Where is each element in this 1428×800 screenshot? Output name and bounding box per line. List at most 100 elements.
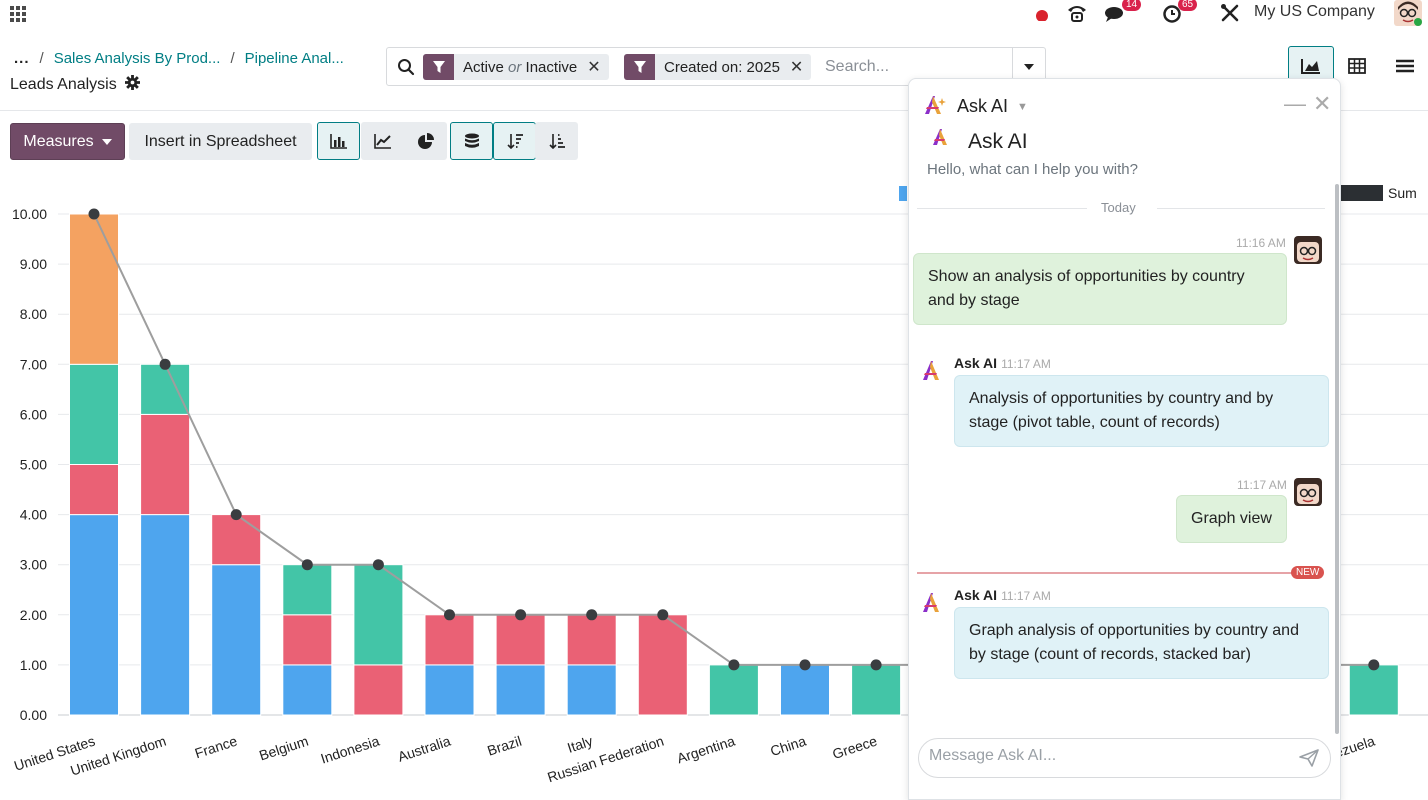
gear-icon[interactable] — [124, 75, 140, 95]
area-chart-icon — [1301, 59, 1320, 74]
caret-down-icon — [101, 138, 112, 145]
page-title-text: Leads Analysis — [10, 76, 117, 93]
bar-segment — [282, 664, 333, 716]
sort-ascending-button[interactable] — [535, 122, 578, 160]
legend-label-sum[interactable]: Sum — [1388, 185, 1417, 201]
tools-icon[interactable] — [1219, 2, 1241, 24]
bar-segment — [353, 664, 404, 716]
facet-or-label: or — [508, 58, 522, 76]
user-avatar[interactable] — [1294, 236, 1322, 264]
pivot-view-button[interactable] — [1334, 46, 1380, 86]
message-author-name: Ask AI — [954, 355, 998, 371]
bar-segment — [637, 614, 688, 716]
user-message-bubble: Graph view — [1176, 495, 1287, 543]
sum-point — [728, 659, 740, 671]
bar-segment — [566, 664, 617, 716]
caret-down-icon[interactable]: ▼ — [1017, 101, 1028, 113]
facet-value-active: Active — [463, 58, 504, 76]
x-tick-label: Russian Federation — [545, 733, 665, 786]
ask-ai-header[interactable]: Ask AI ▼ — ✕ — [909, 79, 1340, 131]
send-icon[interactable] — [1299, 749, 1319, 771]
ai-message-bubble: Graph analysis of opportunities by count… — [954, 607, 1329, 679]
y-tick-label: 10.00 — [12, 206, 47, 222]
message-author-name: Ask AI — [954, 587, 998, 603]
caret-down-icon — [1024, 63, 1034, 70]
facet-value-inactive: Inactive — [525, 58, 578, 76]
message-input[interactable] — [929, 747, 1289, 765]
filter-icon — [624, 54, 655, 80]
y-tick-label: 3.00 — [20, 557, 47, 573]
date-separator-label: Today — [1101, 200, 1136, 215]
x-tick-label: Italy — [565, 733, 594, 756]
bar-segment — [424, 664, 475, 716]
filter-facet-active: Active or Inactive ✕ — [423, 54, 609, 80]
x-tick-label: Belgium — [257, 733, 310, 764]
activity-clock-icon[interactable]: 65 — [1162, 0, 1198, 24]
sort-descending-button[interactable] — [493, 122, 536, 160]
sort-descending-icon — [506, 134, 523, 149]
user-avatar[interactable] — [1294, 478, 1322, 506]
chat-scrollbar[interactable] — [1335, 184, 1339, 734]
user-avatar[interactable] — [1394, 0, 1422, 26]
filter-facet-created-on: Created on: 2025 ✕ — [624, 54, 812, 80]
sum-point — [1368, 659, 1380, 671]
breadcrumb-ellipsis[interactable]: ... — [14, 50, 30, 67]
filter-icon — [423, 54, 454, 80]
ask-ai-logo-icon — [923, 95, 947, 119]
sum-point — [444, 609, 455, 621]
x-tick-label: Greece — [830, 733, 879, 762]
phone-icon[interactable] — [1066, 2, 1088, 24]
minimize-icon[interactable]: — — [1284, 91, 1306, 116]
chat-icon[interactable]: 14 — [1104, 0, 1142, 24]
company-switcher[interactable]: My US Company — [1254, 3, 1375, 20]
pie-chart-button[interactable] — [404, 122, 447, 160]
bar-segment — [851, 664, 902, 716]
search-options-toggle[interactable] — [1012, 48, 1045, 85]
sum-point — [657, 609, 669, 621]
search-input[interactable] — [825, 58, 1005, 76]
bar-segment — [69, 213, 119, 365]
sum-point — [88, 208, 100, 220]
ask-ai-logo-icon — [931, 129, 959, 149]
x-tick-label: Indonesia — [319, 733, 382, 767]
x-tick-label: China — [768, 733, 808, 760]
insert-in-spreadsheet-button[interactable]: Insert in Spreadsheet — [129, 123, 312, 160]
y-tick-label: 1.00 — [20, 657, 47, 673]
legend-swatch-sum[interactable] — [1340, 185, 1383, 201]
sum-point — [301, 559, 313, 571]
line-chart-icon — [373, 134, 391, 149]
x-tick-label: France — [193, 733, 240, 762]
stacked-bar-chart: 0.00 1.00 2.00 3.00 4.00 5.00 6.00 7.00 8.00 9.00… — [12, 206, 1428, 786]
legend-swatch-series[interactable] — [899, 186, 907, 201]
breadcrumb-pipeline-analysis-link[interactable]: Pipeline Anal... — [244, 50, 344, 67]
y-tick-label: 4.00 — [20, 507, 47, 523]
line-chart-button[interactable] — [361, 122, 404, 160]
ask-ai-logo-icon — [921, 359, 945, 385]
search-bar: Active or Inactive ✕ Created on: 2025 ✕ — [386, 47, 1046, 86]
bar-segment — [566, 614, 617, 666]
remove-facet-close-icon[interactable]: ✕ — [587, 59, 601, 76]
measures-dropdown-button[interactable]: Measures — [10, 123, 125, 160]
y-tick-label: 2.00 — [20, 607, 47, 623]
sort-ascending-icon — [548, 134, 565, 149]
apps-menu-icon[interactable] — [10, 6, 26, 22]
sum-point — [799, 659, 811, 671]
close-icon[interactable]: ✕ — [1313, 91, 1332, 116]
record-indicator-icon[interactable] — [1034, 2, 1050, 24]
breadcrumb-sales-analysis-link[interactable]: Sales Analysis By Prod... — [53, 50, 221, 67]
list-view-button[interactable] — [1382, 46, 1428, 86]
remove-facet-close-icon[interactable]: ✕ — [789, 59, 804, 76]
bar-segment — [211, 514, 262, 566]
measures-label: Measures — [23, 132, 94, 150]
message-time: 11:17 AM — [1237, 478, 1287, 492]
breadcrumb-separator: / — [39, 50, 44, 67]
new-messages-separator: NEW — [917, 566, 1338, 585]
message-composer — [918, 738, 1331, 778]
stacked-toggle-button[interactable] — [450, 122, 493, 160]
message-time: 11:16 AM — [1236, 236, 1286, 250]
y-tick-label: 8.00 — [20, 306, 47, 322]
bar-segment — [140, 413, 191, 516]
bar-chart-button[interactable] — [317, 122, 360, 160]
sum-point — [870, 659, 882, 671]
search-icon[interactable] — [397, 58, 415, 80]
